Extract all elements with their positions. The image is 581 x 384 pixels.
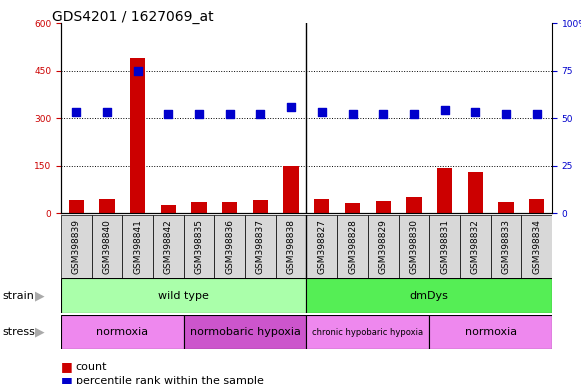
Point xyxy=(471,109,480,116)
Bar xyxy=(123,215,153,278)
Text: ■: ■ xyxy=(61,360,73,373)
Point xyxy=(532,111,541,118)
Text: GSM398831: GSM398831 xyxy=(440,219,449,274)
Text: normobaric hypoxia: normobaric hypoxia xyxy=(189,327,300,337)
Bar xyxy=(529,199,544,213)
Text: percentile rank within the sample: percentile rank within the sample xyxy=(76,376,263,384)
Bar xyxy=(429,315,552,349)
Point xyxy=(133,68,142,74)
Text: normoxia: normoxia xyxy=(96,327,148,337)
Point xyxy=(164,111,173,118)
Point xyxy=(102,109,112,116)
Bar xyxy=(161,205,176,213)
Text: GSM398829: GSM398829 xyxy=(379,219,388,274)
Text: ■: ■ xyxy=(61,375,73,384)
Text: GSM398835: GSM398835 xyxy=(195,219,203,274)
Text: chronic hypobaric hypoxia: chronic hypobaric hypoxia xyxy=(312,328,424,337)
Text: wild type: wild type xyxy=(158,291,209,301)
Point xyxy=(256,111,265,118)
Text: GDS4201 / 1627069_at: GDS4201 / 1627069_at xyxy=(52,10,214,23)
Text: GSM398830: GSM398830 xyxy=(410,219,418,274)
Text: GSM398832: GSM398832 xyxy=(471,219,480,274)
Text: GSM398839: GSM398839 xyxy=(72,219,81,274)
Text: GSM398828: GSM398828 xyxy=(348,219,357,274)
Bar xyxy=(490,215,521,278)
Bar xyxy=(399,215,429,278)
Bar xyxy=(92,215,123,278)
Text: strain: strain xyxy=(3,291,35,301)
Bar xyxy=(307,215,337,278)
Text: dmDys: dmDys xyxy=(410,291,449,301)
Point xyxy=(195,111,204,118)
Text: stress: stress xyxy=(3,327,36,337)
Text: GSM398833: GSM398833 xyxy=(501,219,511,274)
Point xyxy=(409,111,418,118)
Bar xyxy=(61,315,184,349)
Bar xyxy=(214,215,245,278)
Text: GSM398842: GSM398842 xyxy=(164,219,173,274)
Point xyxy=(71,109,81,116)
Bar xyxy=(429,215,460,278)
Bar xyxy=(368,215,399,278)
Bar xyxy=(468,172,483,213)
Bar xyxy=(284,166,299,213)
Bar xyxy=(498,202,514,213)
Text: normoxia: normoxia xyxy=(465,327,517,337)
Bar xyxy=(222,202,238,213)
Point xyxy=(317,109,327,116)
Bar xyxy=(253,200,268,213)
Bar xyxy=(191,202,207,213)
Bar xyxy=(437,168,452,213)
Bar xyxy=(99,199,114,213)
Text: ▶: ▶ xyxy=(35,289,44,302)
Bar xyxy=(307,315,429,349)
Text: GSM398837: GSM398837 xyxy=(256,219,265,274)
Text: ▶: ▶ xyxy=(35,326,44,339)
Bar xyxy=(184,315,307,349)
Bar xyxy=(276,215,307,278)
Bar xyxy=(245,215,276,278)
Text: GSM398827: GSM398827 xyxy=(317,219,327,274)
Bar xyxy=(521,215,552,278)
Bar xyxy=(69,200,84,213)
Point xyxy=(501,111,511,118)
Point xyxy=(379,111,388,118)
Bar xyxy=(337,215,368,278)
Bar xyxy=(307,278,552,313)
Text: GSM398840: GSM398840 xyxy=(102,219,112,274)
Bar xyxy=(460,215,490,278)
Point xyxy=(348,111,357,118)
Bar xyxy=(406,197,422,213)
Bar xyxy=(375,201,391,213)
Bar xyxy=(61,215,92,278)
Point xyxy=(225,111,234,118)
Text: GSM398838: GSM398838 xyxy=(286,219,296,274)
Bar xyxy=(61,278,307,313)
Text: GSM398834: GSM398834 xyxy=(532,219,541,274)
Text: GSM398841: GSM398841 xyxy=(133,219,142,274)
Point xyxy=(286,104,296,110)
Bar xyxy=(345,203,360,213)
Bar xyxy=(314,199,329,213)
Bar xyxy=(184,215,214,278)
Text: count: count xyxy=(76,362,107,372)
Bar xyxy=(153,215,184,278)
Bar xyxy=(130,58,145,213)
Text: GSM398836: GSM398836 xyxy=(225,219,234,274)
Point xyxy=(440,108,449,114)
